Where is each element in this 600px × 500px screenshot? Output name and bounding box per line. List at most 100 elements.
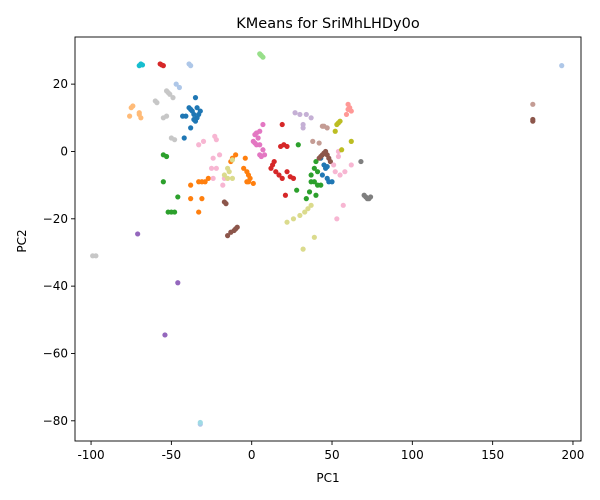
data-point (229, 175, 236, 181)
x-tick-label: 100 (401, 448, 424, 462)
data-point (233, 152, 239, 158)
data-point (162, 332, 168, 338)
data-point (530, 116, 536, 123)
data-point (242, 155, 248, 161)
data-point (311, 179, 317, 185)
data-point (284, 143, 290, 150)
data-point (213, 137, 219, 143)
data-point (160, 179, 166, 185)
data-point (342, 169, 348, 175)
data-point (220, 182, 226, 188)
data-point (163, 153, 170, 160)
data-point (135, 231, 141, 237)
data-point (154, 100, 160, 106)
data-point (210, 175, 216, 181)
data-point (136, 110, 142, 116)
data-point (247, 175, 253, 181)
data-point (139, 62, 146, 68)
x-tick-label: 0 (248, 448, 256, 462)
data-point (300, 246, 306, 252)
data-point (188, 125, 194, 131)
data-point (284, 169, 290, 175)
data-point (257, 128, 263, 134)
x-tick-label: 150 (481, 448, 504, 462)
x-axis-label: PC1 (316, 471, 339, 485)
data-point (210, 155, 216, 161)
data-point (314, 169, 321, 175)
y-tick-label: 20 (53, 77, 68, 91)
data-point (290, 175, 297, 181)
plot-frame (74, 36, 582, 442)
data-point (292, 110, 298, 116)
data-point (335, 153, 342, 160)
data-point (192, 95, 199, 101)
data-point (197, 419, 203, 426)
data-point (194, 105, 200, 111)
data-point (313, 158, 319, 165)
data-point (305, 206, 311, 212)
data-point (303, 111, 309, 118)
y-tick-label: −60 (43, 346, 68, 360)
data-point (250, 180, 256, 187)
data-point (225, 175, 231, 181)
data-point (332, 128, 338, 134)
data-point (188, 182, 194, 188)
data-point (332, 169, 338, 175)
x-tick-label: -50 (162, 448, 182, 462)
data-point (241, 165, 247, 171)
axes-layer: -100 -50 0 50 100 150 200 −80 −60 −40 −20 0 20 (43, 36, 585, 462)
data-point (199, 196, 205, 202)
data-point (329, 179, 335, 185)
data-point (223, 201, 229, 207)
data-point (257, 52, 264, 58)
data-point (138, 115, 144, 121)
data-point (261, 152, 268, 158)
data-point (279, 121, 285, 128)
data-point (130, 103, 136, 109)
x-tick-label: -100 (77, 448, 104, 462)
data-point (191, 111, 197, 118)
data-point (340, 202, 346, 208)
data-point (308, 172, 314, 178)
data-point (160, 115, 166, 121)
data-point (202, 179, 208, 185)
x-tick-label: 50 (324, 448, 339, 462)
data-point (171, 137, 178, 143)
data-point (367, 194, 374, 200)
data-point (345, 106, 351, 112)
data-point (295, 142, 301, 148)
x-tick-label: 200 (562, 448, 585, 462)
data-point (188, 196, 194, 202)
data-point (348, 162, 354, 168)
data-point (93, 253, 99, 259)
data-point (306, 189, 313, 195)
y-tick-label: −40 (43, 279, 68, 293)
data-point (268, 165, 274, 171)
data-point (321, 123, 327, 129)
y-tick-label: −20 (43, 212, 68, 226)
data-point (276, 172, 282, 178)
data-point (260, 121, 266, 128)
data-point (316, 140, 322, 146)
data-point (319, 172, 325, 178)
data-point (343, 111, 350, 118)
data-point (290, 216, 297, 222)
data-point (181, 135, 187, 141)
data-point (197, 108, 203, 114)
data-point (308, 115, 314, 121)
data-point (260, 147, 266, 153)
data-point (159, 62, 165, 68)
data-point (334, 216, 340, 222)
data-point (127, 113, 133, 119)
points-layer (90, 51, 565, 427)
data-point (311, 165, 317, 171)
y-tick-label: 0 (60, 144, 68, 158)
data-point (196, 209, 202, 215)
data-point (216, 152, 223, 158)
data-point (318, 182, 324, 188)
y-axis-label: PC2 (15, 229, 29, 252)
data-point (297, 212, 303, 219)
chart-title: KMeans for SriMhLHDy0o (236, 16, 420, 32)
data-point (302, 209, 308, 215)
